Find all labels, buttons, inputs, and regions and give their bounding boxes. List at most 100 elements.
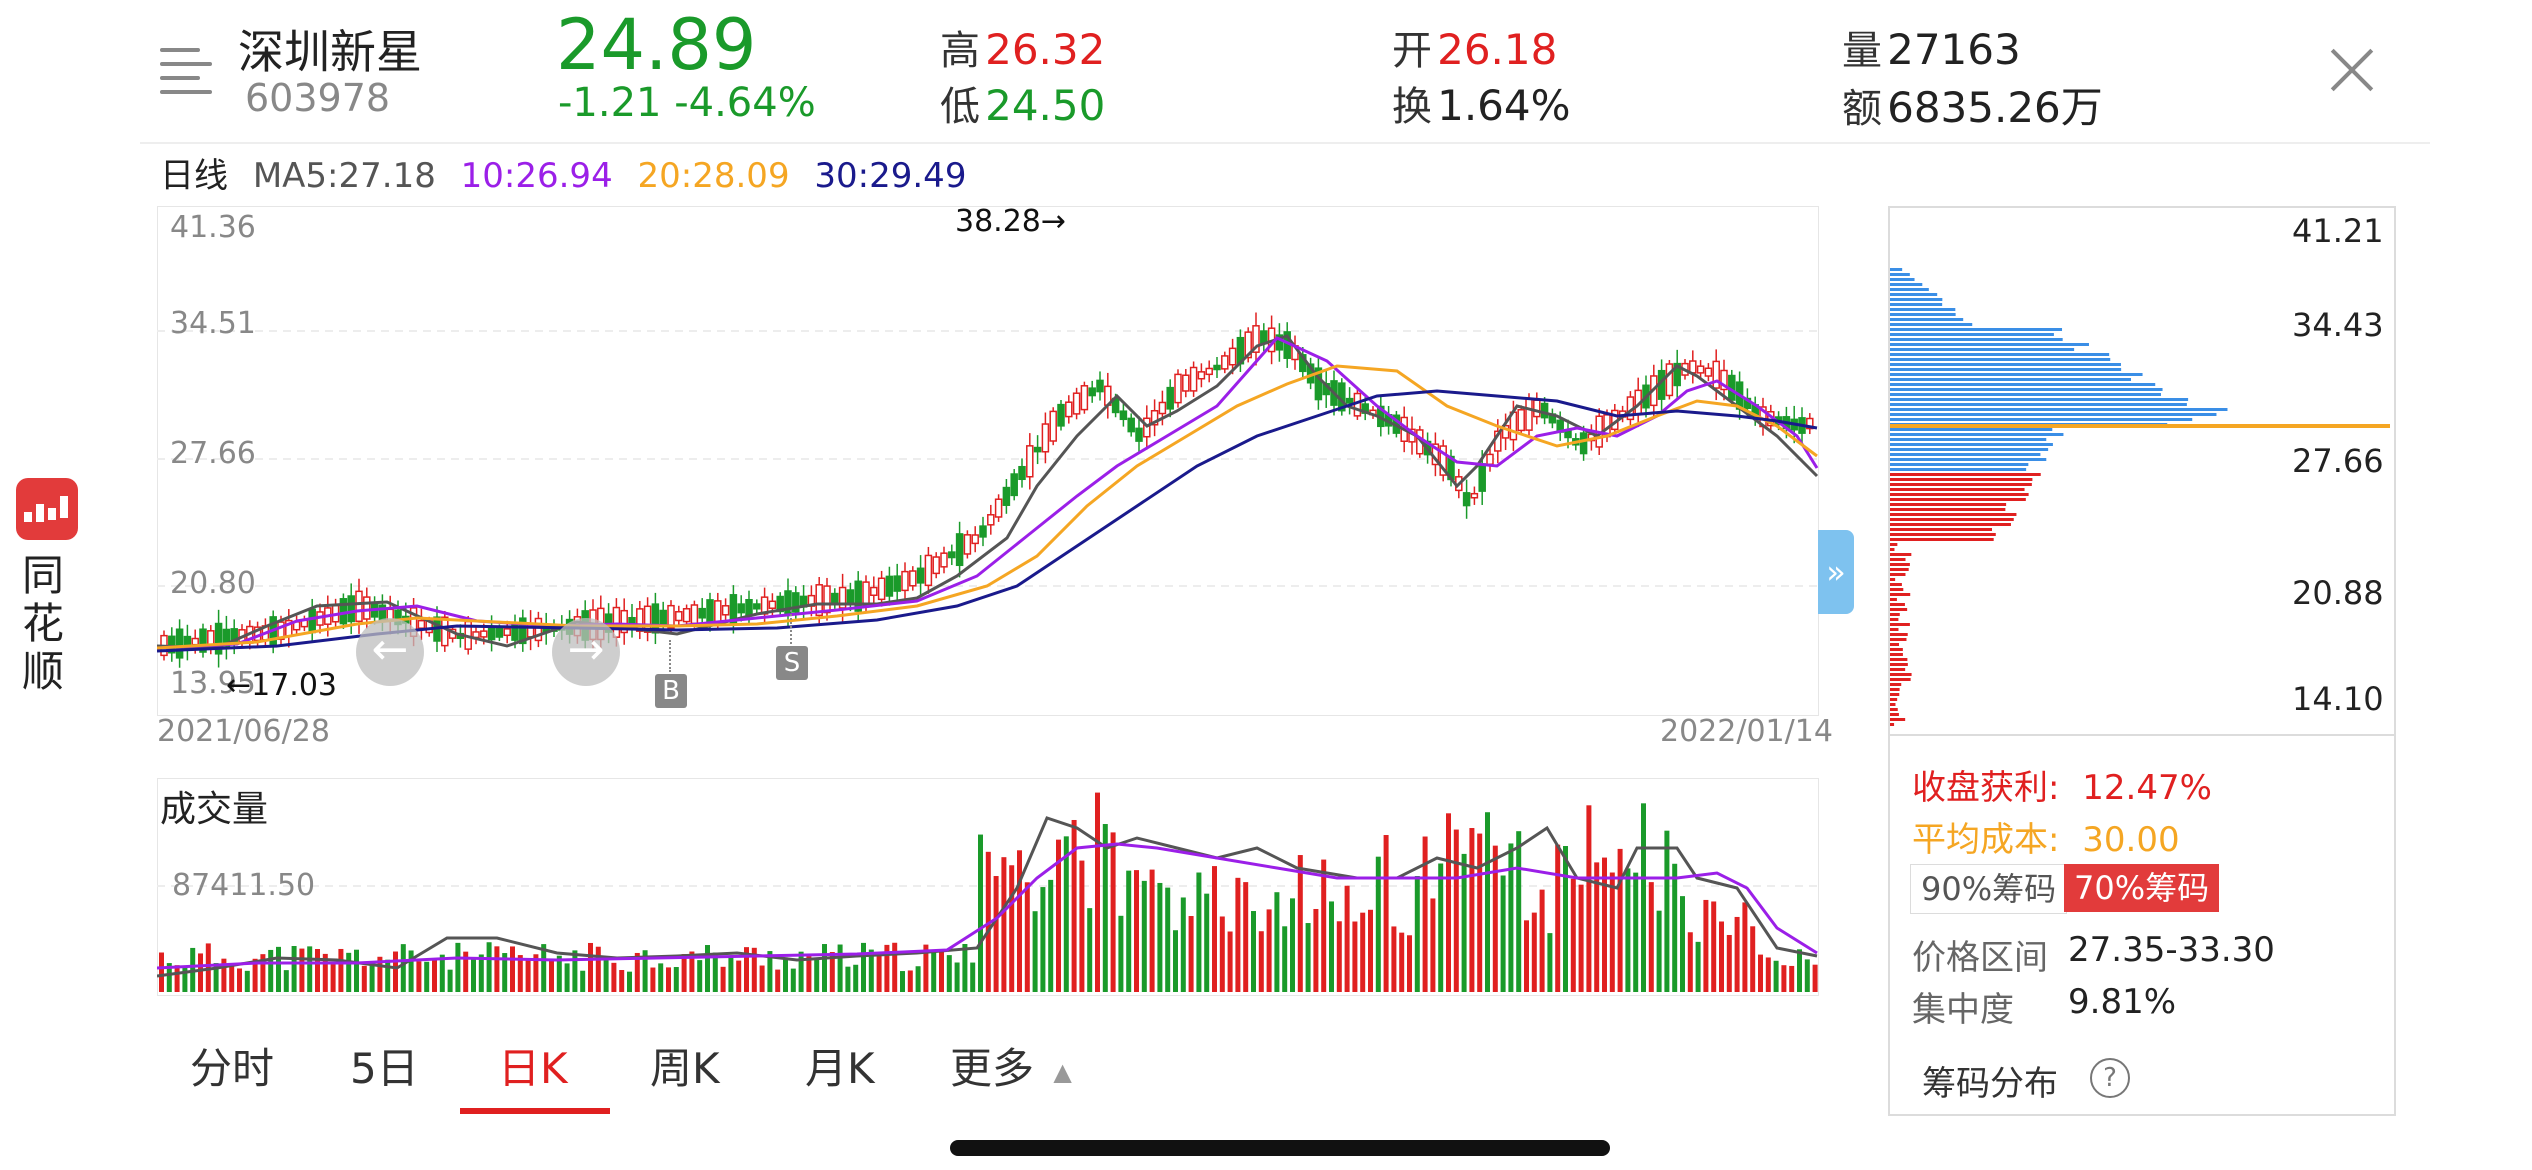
tab-monthly-k[interactable]: 月K: [805, 1044, 875, 1093]
tab-5day[interactable]: 5日: [350, 1044, 419, 1093]
volume-bar: [1180, 897, 1186, 992]
volume-bar: [1407, 935, 1412, 992]
chip-panel-divider: [1888, 734, 2394, 736]
volume-bar: [1500, 875, 1506, 992]
volume-bar: [385, 959, 391, 992]
tab-more[interactable]: 更多 ▲: [950, 1035, 1072, 1096]
chip-90-tab[interactable]: 90%筹码: [1910, 864, 2068, 914]
candle-body: [1002, 486, 1011, 506]
volume-bar: [1118, 915, 1124, 992]
volume-bar: [1017, 850, 1022, 992]
candle-body: [877, 577, 886, 601]
scroll-right-icon[interactable]: →: [552, 618, 620, 686]
menu-icon[interactable]: [160, 48, 212, 96]
volume-bar: [1399, 932, 1405, 992]
candle-body: [854, 580, 862, 612]
app-name[interactable]: 同花顺: [22, 551, 65, 696]
volume-bar: [1024, 882, 1030, 992]
tab-weekly-k[interactable]: 周K: [650, 1044, 720, 1093]
candle-body: [955, 533, 964, 567]
chip-bar: [1890, 718, 1906, 721]
kline-chart-frame[interactable]: [157, 206, 1819, 716]
chip-bar: [1890, 573, 1906, 576]
chip-bar: [1890, 568, 1909, 571]
chip-distribution-label[interactable]: 筹码分布: [1922, 1064, 2058, 1104]
volume-bar: [1258, 931, 1264, 992]
candle-body: [1517, 409, 1525, 432]
candle-body: [175, 628, 184, 659]
scroll-left-icon[interactable]: ←: [356, 618, 424, 686]
chip-bar: [1890, 398, 2189, 401]
app-logo-icon[interactable]: [16, 478, 78, 540]
kline-y-tick-1: 41.36: [170, 210, 256, 245]
volume-bar: [1555, 844, 1561, 992]
volume-bar: [1422, 836, 1428, 992]
candle-body: [667, 604, 675, 629]
avg-cost-value: 30.00: [2082, 820, 2180, 860]
tab-daily-k[interactable]: 日K: [498, 1044, 568, 1093]
volume-bar: [939, 949, 944, 992]
price-range-value: 27.35-33.30: [2068, 930, 2275, 970]
volume-bar: [400, 944, 406, 992]
candle-body: [1689, 360, 1697, 374]
home-indicator[interactable]: [950, 1140, 1610, 1156]
volume-bar: [307, 946, 313, 992]
tab-intraday[interactable]: 分时: [190, 1044, 275, 1093]
volume-bar: [751, 947, 757, 992]
chip-bar: [1890, 358, 2111, 361]
volume-bar: [1204, 893, 1210, 992]
kline-chart[interactable]: [157, 206, 1819, 716]
volume-bar: [260, 954, 266, 992]
volume-bar: [814, 959, 820, 992]
volume-bar: [1079, 860, 1085, 992]
volume-bar: [767, 951, 773, 992]
volume-bar: [1391, 926, 1397, 992]
candle-body: [1096, 379, 1104, 393]
candle-body: [1088, 387, 1096, 397]
help-icon[interactable]: ?: [2090, 1058, 2130, 1098]
candle-body: [745, 598, 753, 616]
chip-bar: [1890, 598, 1897, 601]
chip-bar: [1890, 458, 2047, 461]
candle-body: [737, 603, 745, 614]
candle-body: [1221, 355, 1229, 370]
candle-body: [441, 616, 449, 647]
chip-bar: [1890, 528, 1993, 531]
price-range-label: 价格区间: [1912, 938, 2048, 978]
volume-bar: [268, 949, 274, 992]
avg-cost-label: 平均成本:: [1912, 820, 2060, 860]
volume-bar: [1750, 926, 1756, 992]
chip-70-tab[interactable]: 70%筹码: [2064, 864, 2220, 912]
volume-bar: [790, 968, 796, 992]
volume-title: 成交量: [160, 789, 269, 830]
candle-body: [823, 585, 831, 614]
candle-body: [831, 592, 839, 605]
chip-bar: [1890, 643, 1900, 646]
candle-body: [885, 575, 894, 597]
candle-body: [916, 567, 925, 584]
candle-body: [1041, 423, 1050, 453]
tab-more-label: 更多: [950, 1044, 1035, 1093]
chip-bar: [1890, 388, 2163, 391]
volume-bar: [1009, 865, 1015, 992]
volume-bar: [1438, 863, 1444, 992]
volume-bar: [276, 946, 281, 992]
expand-chip-panel-button[interactable]: »: [1818, 530, 1854, 614]
chip-bar: [1890, 298, 1943, 301]
volume-bar: [1765, 957, 1771, 992]
volume-chart[interactable]: [157, 778, 1819, 996]
chip-bar: [1890, 413, 2217, 416]
volume-bar: [478, 954, 484, 992]
candle-body: [1525, 397, 1533, 431]
candle-body: [1057, 403, 1065, 427]
volume-bar: [853, 964, 859, 992]
close-icon[interactable]: [2330, 48, 2374, 92]
high-value: 26.32: [985, 25, 1106, 74]
chip-bar: [1890, 503, 2007, 506]
sell-signal-tag[interactable]: S: [776, 646, 808, 680]
high-label: 高: [940, 28, 980, 74]
buy-signal-tag[interactable]: B: [655, 674, 687, 708]
volume-bar: [1804, 959, 1810, 992]
candle-body: [1049, 410, 1057, 442]
low-value: 24.50: [985, 81, 1106, 130]
